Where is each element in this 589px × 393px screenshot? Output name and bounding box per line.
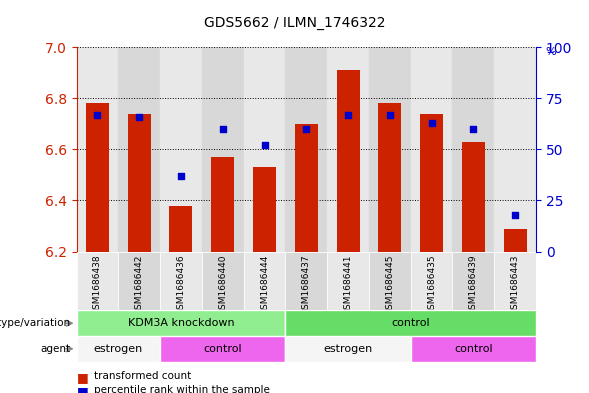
Text: control: control [203, 344, 242, 354]
Bar [504, 229, 527, 252]
Bar [128, 114, 151, 252]
Bar [211, 157, 234, 252]
Bar [118, 252, 160, 310]
Bar [411, 336, 536, 362]
Text: %: % [545, 47, 556, 57]
Bar [244, 252, 286, 310]
Bar [336, 70, 359, 252]
Point [134, 114, 144, 120]
Text: genotype/variation: genotype/variation [0, 318, 71, 328]
Text: GSM1686437: GSM1686437 [302, 255, 311, 315]
Bar [462, 142, 485, 252]
Point [218, 126, 227, 132]
Text: control: control [454, 344, 492, 354]
Text: GSM1686444: GSM1686444 [260, 255, 269, 315]
Text: percentile rank within the sample: percentile rank within the sample [94, 385, 270, 393]
Text: GSM1686438: GSM1686438 [93, 255, 102, 315]
Text: estrogen: estrogen [323, 344, 373, 354]
Bar [86, 103, 109, 252]
Text: estrogen: estrogen [94, 344, 143, 354]
Bar [77, 47, 118, 252]
Text: ■: ■ [77, 385, 88, 393]
Bar [294, 124, 318, 252]
Bar [160, 252, 202, 310]
Point [176, 173, 186, 179]
Text: control: control [391, 318, 430, 328]
Text: transformed count: transformed count [94, 371, 191, 381]
Bar [369, 47, 411, 252]
Bar [286, 310, 536, 336]
Text: KDM3A knockdown: KDM3A knockdown [128, 318, 234, 328]
Bar [494, 47, 536, 252]
Bar [160, 336, 286, 362]
Bar [286, 252, 327, 310]
Bar [202, 252, 244, 310]
Point [92, 112, 102, 118]
Bar [378, 103, 401, 252]
Bar [170, 206, 193, 252]
Bar [160, 47, 202, 252]
Point [385, 112, 395, 118]
Bar [77, 336, 160, 362]
Text: GSM1686436: GSM1686436 [177, 255, 186, 315]
Bar [494, 252, 536, 310]
Bar [327, 47, 369, 252]
Bar [286, 336, 411, 362]
Bar [420, 114, 443, 252]
Bar [327, 252, 369, 310]
Text: GSM1686445: GSM1686445 [385, 255, 394, 315]
Point [511, 211, 520, 218]
Bar [77, 310, 286, 336]
Bar [286, 47, 327, 252]
Point [260, 142, 269, 149]
Text: GSM1686443: GSM1686443 [511, 255, 519, 315]
Bar [202, 47, 244, 252]
Text: GSM1686441: GSM1686441 [343, 255, 353, 315]
Point [427, 119, 436, 126]
Bar [244, 47, 286, 252]
Point [343, 112, 353, 118]
Bar [452, 47, 494, 252]
Text: GSM1686440: GSM1686440 [219, 255, 227, 315]
Text: GSM1686442: GSM1686442 [135, 255, 144, 315]
Point [469, 126, 478, 132]
Text: agent: agent [41, 344, 71, 354]
Bar [77, 252, 118, 310]
Bar [411, 252, 452, 310]
Bar [253, 167, 276, 252]
Point [302, 126, 311, 132]
Text: ■: ■ [77, 371, 88, 384]
Bar [118, 47, 160, 252]
Text: GDS5662 / ILMN_1746322: GDS5662 / ILMN_1746322 [204, 16, 385, 30]
Bar [369, 252, 411, 310]
Text: GSM1686439: GSM1686439 [469, 255, 478, 315]
Text: GSM1686435: GSM1686435 [427, 255, 436, 315]
Bar [452, 252, 494, 310]
Bar [411, 47, 452, 252]
